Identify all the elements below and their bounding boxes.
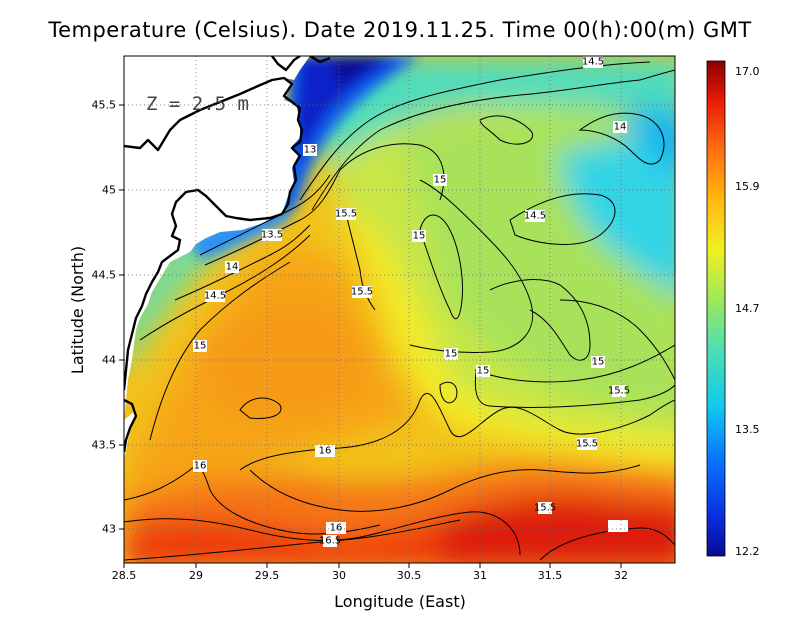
- temperature-field: 14.5 14 13 15 14.5 15.5 15 13.5 14 15.5 …: [124, 56, 675, 563]
- y-axis-label: Latitude (North): [68, 246, 87, 374]
- chart-title: Temperature (Celsius). Date 2019.11.25. …: [48, 18, 752, 42]
- isotherms: [124, 61, 675, 561]
- colorbar-tick-label: 12.2: [735, 545, 760, 558]
- x-axis-label: Longitude (East): [334, 592, 466, 611]
- contour-label: 16: [194, 461, 207, 472]
- contour-labels: 14.5 14 13 15 14.5 15.5 15 13.5 14 15.5 …: [193, 56, 630, 547]
- x-tick-label: 31: [473, 569, 487, 582]
- colorbar-tick-label: 15.9: [735, 180, 760, 193]
- contour-label: 15: [477, 366, 490, 377]
- coastline-land: [124, 56, 300, 420]
- y-tick-label: 45.5: [92, 99, 117, 112]
- contour-label: 14: [226, 262, 239, 273]
- colorbar-tick-label: 14.7: [735, 302, 760, 315]
- contour-label: 14.5: [524, 211, 546, 222]
- x-tick-label: 30.5: [397, 569, 422, 582]
- x-tick-label: 32: [614, 569, 628, 582]
- x-tick-label: 28.5: [112, 569, 137, 582]
- contour-label: 15.5: [576, 439, 598, 450]
- contour-label: 15.5: [608, 386, 630, 397]
- y-tick-label: 44.5: [92, 269, 117, 282]
- y-tick-label: 43.5: [92, 439, 117, 452]
- x-tick-label: 29.5: [255, 569, 280, 582]
- plot-frame: [123, 55, 676, 564]
- contour-label: 16: [319, 446, 332, 457]
- contour-label: 15: [445, 349, 458, 360]
- y-tick-label: 43: [102, 523, 116, 536]
- coastline: [124, 56, 331, 453]
- colorbar-tick-labels: 17.0 15.9 14.7 13.5 12.2: [735, 65, 760, 558]
- contour-label: 13.5: [261, 230, 283, 241]
- colorbar-tick-label: 17.0: [735, 65, 760, 78]
- contour-label: 15: [413, 231, 426, 242]
- x-tick-labels: 28.5 29 29.5 30 30.5 31 31.5 32: [112, 569, 628, 582]
- grid: [124, 56, 675, 563]
- colorbar-tick-label: 13.5: [735, 423, 760, 436]
- y-tick-label: 44: [102, 354, 116, 367]
- y-tick-labels: 43 43.5 44 44.5 45 45.5: [92, 99, 117, 536]
- contour-label: 16.5: [319, 536, 341, 547]
- x-tick-label: 31.5: [538, 569, 563, 582]
- y-tick-label: 45: [102, 184, 116, 197]
- contour-label: 14.5: [204, 291, 226, 302]
- x-tick-label: 29: [189, 569, 203, 582]
- contour-label: 15.5: [351, 287, 373, 298]
- depth-label: Z = 2.5 m: [146, 93, 249, 115]
- contour-label: 15: [194, 341, 207, 352]
- contour-label: 16: [330, 523, 343, 534]
- contour-label: 15: [592, 357, 605, 368]
- contour-label: 15.5: [534, 503, 556, 514]
- contour-label: 14: [614, 122, 627, 133]
- x-tick-marks: [123, 563, 622, 568]
- contour-label: 14.5: [582, 57, 604, 68]
- contour-label: 13: [304, 145, 317, 156]
- contour-label: 15.5: [335, 209, 357, 220]
- x-tick-label: 30: [332, 569, 346, 582]
- colorbar: [706, 60, 726, 557]
- y-tick-marks: [119, 104, 124, 530]
- contour-label: 15: [434, 175, 447, 186]
